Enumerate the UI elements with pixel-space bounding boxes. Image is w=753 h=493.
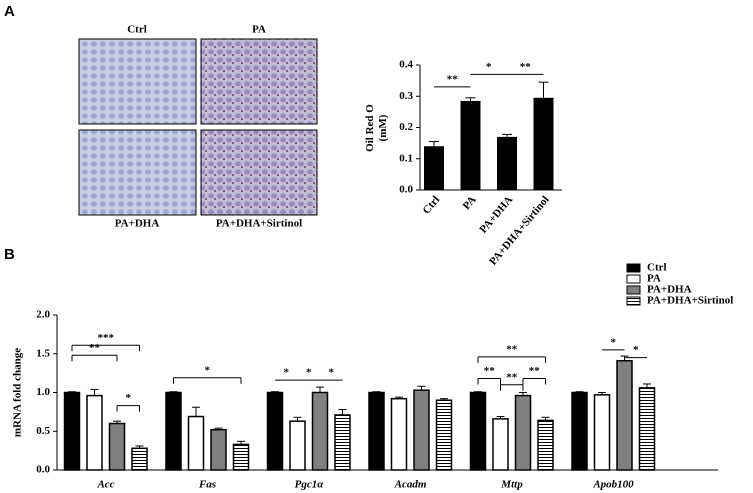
y-tick-label: 0.0 [36,464,50,476]
bar [593,394,611,471]
bar [413,389,430,471]
bar [289,420,306,471]
x-tick-label: PA+DHA [477,194,515,236]
bar [187,415,205,471]
x-tick-label: Acadm [394,479,427,491]
significance: ** [506,343,518,355]
x-tick-label: Acc [96,479,114,491]
x-tick-label: Ctrl [420,194,442,217]
image-label: PA+DHA+Sirtinol [216,218,302,230]
y-tick-label: 0.5 [36,425,50,437]
y-tick-label: 0.1 [399,152,413,164]
legend-label: PA+DHA [647,284,692,296]
legend-swatch [626,263,641,273]
bar [210,428,227,471]
bar [424,146,444,190]
significance: * [205,364,211,376]
significance: * [306,367,312,379]
y-axis-label-line: Oil Red O [364,104,376,152]
y-tick-label: 0.4 [399,59,413,71]
x-tick-label: Pgc1α [295,479,325,491]
y-tick-label: 1.5 [36,347,50,359]
x-tick-label: PA [461,194,479,212]
image-label: Ctrl [127,24,147,36]
bar [390,397,408,471]
significance: * [486,61,492,73]
y-tick-label: 1.0 [36,386,50,398]
bar [638,387,656,471]
significance: ** [529,365,541,377]
y-tick-label: 0.3 [399,90,413,102]
bar [232,443,250,471]
legend-label: PA+DHA+Sirtinol [647,295,733,307]
bar [497,136,517,190]
bar [311,391,329,471]
bar [492,418,509,471]
significance: ** [506,371,518,383]
bar [514,394,532,471]
panel-label: B [4,246,15,263]
bar [108,422,126,471]
bar [571,391,588,471]
y-tick-label: 0.0 [399,184,413,196]
panel-label: A [4,3,15,20]
bar [537,419,554,471]
micrograph [78,129,197,216]
legend-swatch [626,285,641,295]
significance: * [611,336,617,348]
bar [368,391,385,471]
bar [266,391,284,471]
significance: * [126,392,132,404]
x-tick-label: Mttp [500,479,523,491]
legend-label: PA [647,273,661,285]
significance: * [284,367,290,379]
bar [460,100,481,190]
significance: * [329,367,335,379]
y-tick-label: 2.0 [36,309,50,321]
image-label: PA+DHA [115,218,160,230]
bar [334,414,351,471]
bar [469,391,487,471]
micrograph [200,129,318,216]
significance: ** [89,342,101,354]
bar [86,394,103,471]
micrograph [78,38,197,125]
x-tick-label: Apob100 [592,479,634,491]
bar [131,447,148,471]
y-axis-label: mRNA fold change [12,348,24,437]
significance: ** [484,365,496,377]
bar [435,399,453,471]
x-tick-label: Fas [198,479,216,491]
legend-label: Ctrl [647,262,667,274]
bar [616,359,633,471]
bar [533,97,554,190]
bar [63,391,81,471]
significance: *** [98,332,115,344]
micrograph [200,38,318,125]
y-axis-label: Oil Red O(mM) [364,104,389,152]
legend-swatch [626,296,641,306]
image-label: PA [252,24,266,36]
legend-swatch [626,274,641,284]
significance: * [633,344,639,356]
significance: ** [520,61,532,73]
bar [165,391,182,471]
significance: ** [447,73,459,85]
y-tick-label: 0.2 [399,121,413,133]
y-axis-label-line: (mM) [377,114,389,141]
